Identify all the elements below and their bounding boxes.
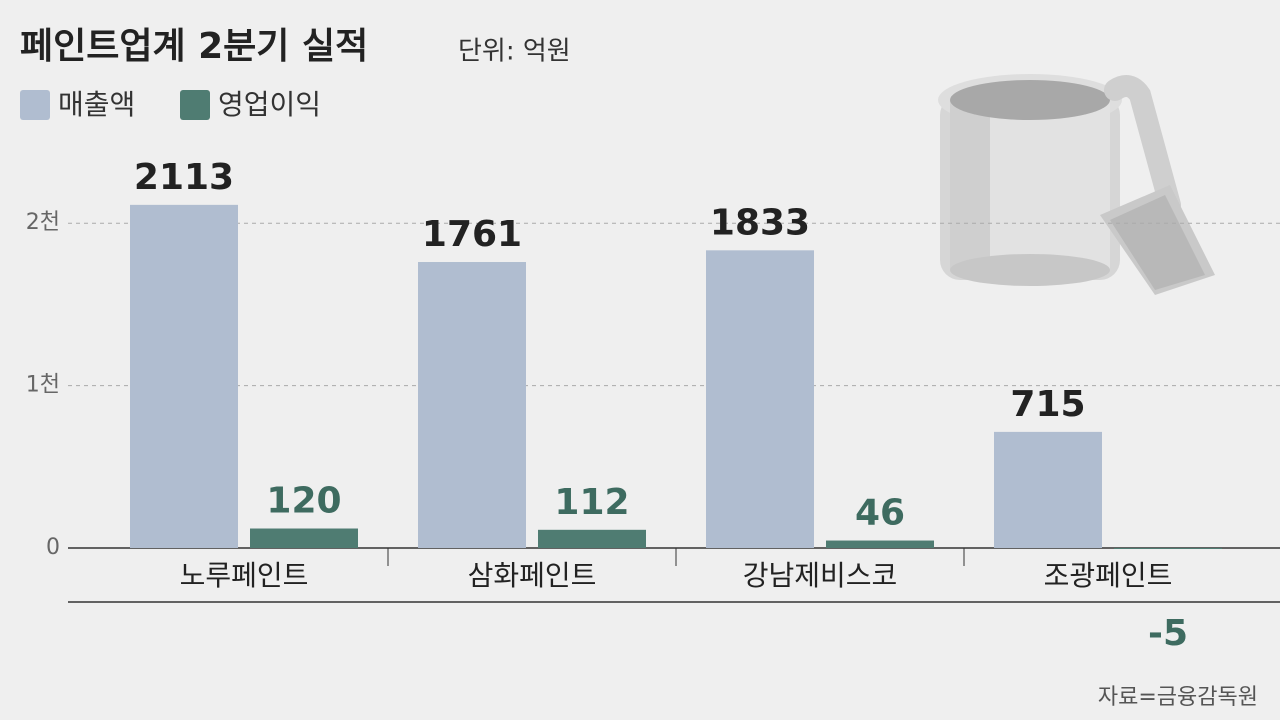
chart-title: 페인트업계 2분기 실적 [20, 26, 368, 67]
paint-bucket-icon [938, 74, 1215, 295]
value-label: 1761 [422, 214, 522, 255]
value-label: 2113 [134, 157, 234, 198]
source: 자료=금융감독원 [1098, 685, 1258, 710]
x-tick-label: 노루페인트 [180, 559, 309, 592]
bar [418, 262, 526, 548]
bar [994, 431, 1102, 548]
bar [250, 528, 358, 548]
value-label: -5 [1148, 613, 1188, 654]
y-tick-label: 1천 [26, 373, 60, 398]
legend-swatch [180, 90, 210, 120]
legend-label: 영업이익 [218, 88, 321, 121]
x-tick-label: 조광페인트 [1044, 559, 1173, 592]
x-tick-label: 삼화페인트 [468, 559, 597, 592]
y-tick-label: 0 [46, 535, 60, 560]
value-label: 46 [855, 493, 905, 534]
chart-subtitle: 단위: 억원 [458, 37, 571, 67]
y-tick-label: 2천 [26, 210, 60, 235]
value-label: 715 [1010, 384, 1085, 425]
value-label: 112 [554, 482, 629, 523]
legend-swatch [20, 90, 50, 120]
value-label: 120 [266, 481, 341, 522]
bar [826, 540, 934, 548]
x-tick-label: 강남제비스코 [743, 559, 898, 592]
bar [706, 250, 814, 548]
value-label: 1833 [710, 202, 810, 243]
legend-label: 매출액 [58, 88, 135, 121]
bar [1114, 548, 1222, 549]
bar [130, 204, 238, 548]
bar [538, 529, 646, 548]
